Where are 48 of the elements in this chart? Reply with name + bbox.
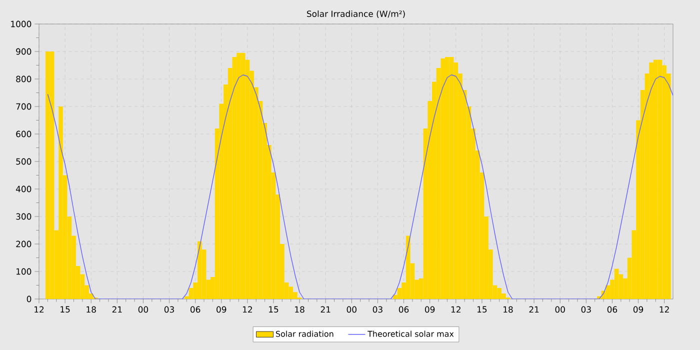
bar	[46, 51, 50, 299]
x-tick-label: 15	[269, 306, 278, 313]
y-tick-label: 1000	[11, 20, 32, 28]
x-tick-label: 21	[320, 306, 330, 313]
x-tick-label: 18	[504, 306, 513, 313]
y-tick-label: 900	[16, 48, 32, 55]
y-tick-label: 500	[16, 158, 32, 165]
x-tick-label: 18	[295, 306, 304, 313]
bar	[406, 236, 410, 299]
x-tick-label: 03	[581, 306, 591, 313]
x-tick-label: 03	[372, 306, 382, 313]
x-tick-label: 18	[86, 306, 96, 313]
x-tick-label: 06	[190, 306, 200, 313]
y-tick-label: 0	[26, 296, 32, 302]
x-tick-label: 15	[477, 306, 487, 313]
bar	[232, 56, 237, 299]
x-tick-label: 09	[425, 306, 435, 313]
bar	[614, 268, 619, 299]
bar	[449, 56, 454, 299]
y-tick-label: 100	[16, 268, 32, 275]
x-tick-label: 00	[555, 306, 565, 313]
bar	[288, 286, 294, 299]
y-tick-label: 600	[16, 130, 32, 138]
y-tick-label: 800	[16, 76, 32, 82]
bar	[440, 58, 446, 299]
x-tick-label: 00	[346, 306, 356, 313]
bar	[240, 52, 246, 299]
bar	[658, 60, 662, 299]
x-tick-label: 06	[398, 306, 409, 313]
y-tick-label: 200	[16, 240, 32, 248]
y-tick-label: 300	[16, 213, 32, 220]
x-tick-label: 21	[112, 306, 122, 313]
x-tick-label: 12	[34, 306, 44, 313]
x-tick-label: 12	[242, 306, 252, 313]
x-tick-label: 06	[607, 306, 618, 313]
x-tick-label: 00	[138, 306, 148, 313]
x-tick-label: 12	[660, 306, 669, 313]
chart-title: Solar Irradiance (W/m²)	[307, 10, 405, 18]
y-tick-label: 400	[16, 186, 32, 192]
y-tick-label: 700	[16, 103, 32, 110]
x-tick-label: 03	[164, 306, 174, 313]
x-tick-label: 09	[216, 306, 226, 313]
bar	[50, 51, 54, 299]
x-tick-label: 15	[60, 306, 70, 313]
x-tick-label: 09	[633, 306, 644, 313]
x-tick-label: 21	[529, 306, 539, 313]
x-tick-label: 12	[451, 306, 460, 313]
bar	[653, 60, 658, 299]
